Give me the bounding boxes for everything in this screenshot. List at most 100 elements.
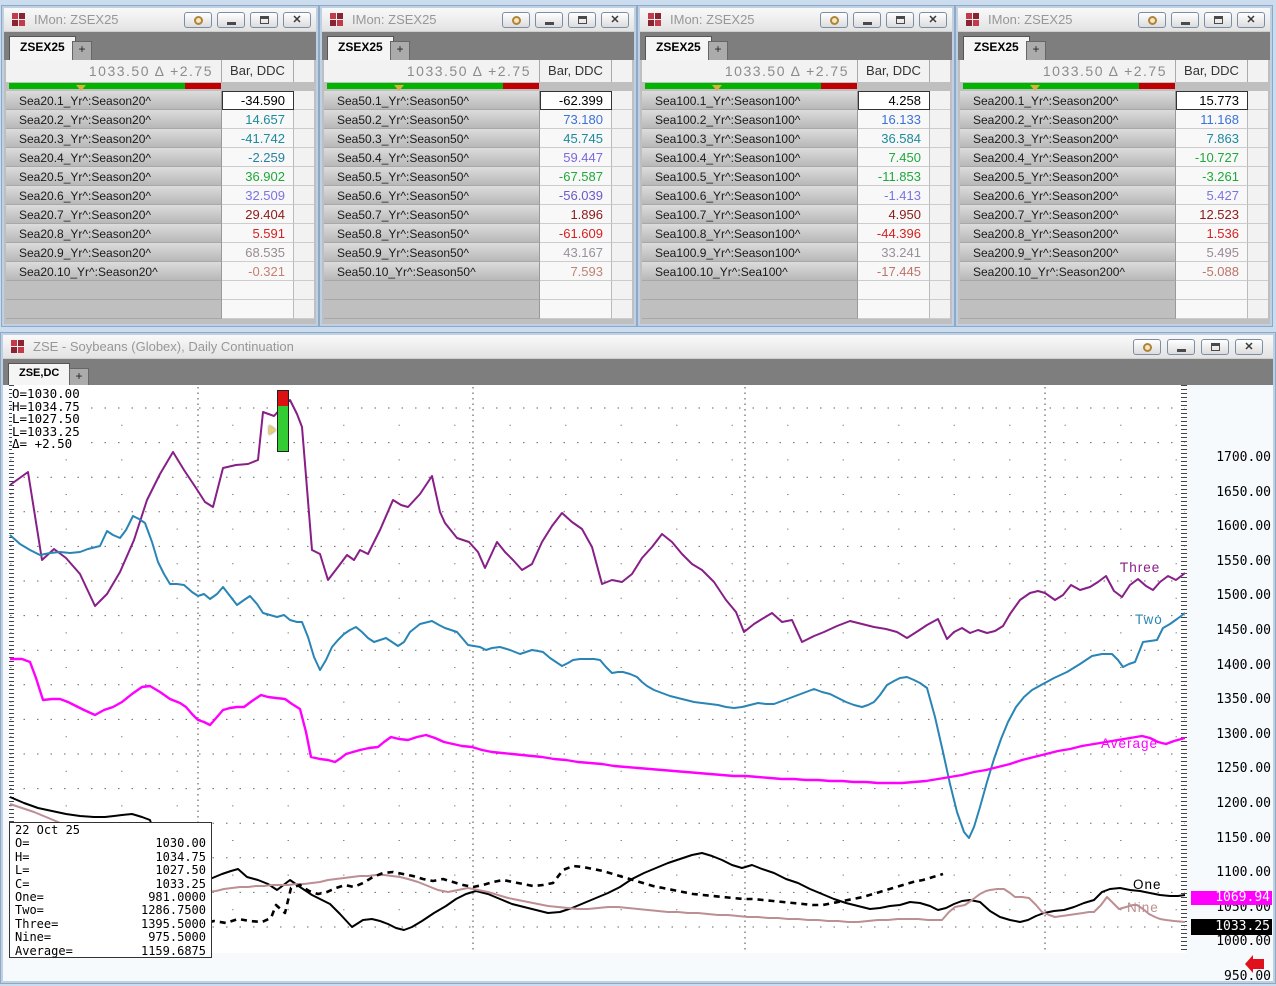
study-label-cell[interactable]: Sea200.6_Yr^:Season200^ [960,186,1176,205]
study-label-cell[interactable]: Sea200.4_Yr^:Season200^ [960,148,1176,167]
right-price-ruler[interactable] [1181,385,1187,953]
study-label-cell[interactable]: Sea20.4_Yr^:Season20^ [6,148,222,167]
tab-zsex25[interactable]: ZSEX25 [963,36,1030,60]
close-button[interactable]: ✕ [601,12,629,28]
study-label-cell[interactable]: Sea20.6_Yr^:Season20^ [6,186,222,205]
minimize-button[interactable] [853,12,881,28]
minimize-button[interactable] [217,12,245,28]
imon-titlebar[interactable]: IMon: ZSEX25 ✕ [640,8,952,32]
close-button[interactable]: ✕ [283,12,311,28]
study-label-cell[interactable]: Sea100.8_Yr^:Season100^ [642,224,858,243]
study-label-cell[interactable]: Sea200.1_Yr^:Season200^ [960,91,1176,110]
value-cell[interactable]: -56.039 [540,186,612,205]
study-label-cell[interactable]: Sea200.9_Yr^:Season200^ [960,243,1176,262]
maximize-button[interactable] [250,12,278,28]
study-label-cell[interactable]: Sea100.3_Yr^:Season100^ [642,129,858,148]
column-header[interactable]: Bar, DDC [540,60,612,82]
study-label-cell[interactable]: Sea50.8_Yr^:Season50^ [324,224,540,243]
value-cell[interactable]: 11.168 [1176,110,1248,129]
imon-titlebar[interactable]: IMon: ZSEX25 ✕ [322,8,634,32]
study-label-cell[interactable]: Sea100.1_Yr^:Season100^ [642,91,858,110]
study-label-cell[interactable]: Sea20.5_Yr^:Season20^ [6,167,222,186]
pin-button[interactable] [1133,339,1161,355]
value-cell[interactable]: 4.258 [858,91,930,110]
value-cell[interactable]: 32.509 [222,186,294,205]
value-cell[interactable]: 7.450 [858,148,930,167]
value-cell[interactable]: -34.590 [222,91,294,110]
value-cell[interactable]: 1.536 [1176,224,1248,243]
study-label-cell[interactable]: Sea20.1_Yr^:Season20^ [6,91,222,110]
study-label-cell[interactable]: Sea50.2_Yr^:Season50^ [324,110,540,129]
pin-button[interactable] [184,12,212,28]
column-header[interactable]: Bar, DDC [1176,60,1248,82]
minimize-button[interactable] [535,12,563,28]
value-cell[interactable]: 7.863 [1176,129,1248,148]
imon-titlebar[interactable]: IMon: ZSEX25 ✕ [958,8,1270,32]
study-label-cell[interactable]: Sea20.10_Yr^:Season20^ [6,262,222,281]
value-cell[interactable]: -5.088 [1176,262,1248,281]
value-cell[interactable]: 4.950 [858,205,930,224]
study-label-cell[interactable]: Sea20.9_Yr^:Season20^ [6,243,222,262]
value-cell[interactable]: -67.587 [540,167,612,186]
maximize-button[interactable] [886,12,914,28]
value-cell[interactable]: -2.259 [222,148,294,167]
add-tab-button[interactable]: + [708,41,728,60]
study-label-cell[interactable]: Sea50.3_Yr^:Season50^ [324,129,540,148]
value-cell[interactable]: 36.902 [222,167,294,186]
study-label-cell[interactable]: Sea100.7_Yr^:Season100^ [642,205,858,224]
value-cell[interactable]: -3.261 [1176,167,1248,186]
value-cell[interactable]: -62.399 [540,91,612,110]
study-label-cell[interactable]: Sea100.4_Yr^:Season100^ [642,148,858,167]
value-cell[interactable]: 68.535 [222,243,294,262]
add-tab-button[interactable]: + [1026,41,1046,60]
value-cell[interactable]: 36.584 [858,129,930,148]
study-label-cell[interactable]: Sea100.10_Yr^:Sea100^ [642,262,858,281]
study-label-cell[interactable]: Sea50.4_Yr^:Season50^ [324,148,540,167]
tab-zsex25[interactable]: ZSEX25 [645,36,712,60]
tab-zsex25[interactable]: ZSEX25 [9,36,76,60]
add-tab-button[interactable]: + [390,41,410,60]
value-cell[interactable]: -11.853 [858,167,930,186]
value-cell[interactable]: -0.321 [222,262,294,281]
value-cell[interactable]: 7.593 [540,262,612,281]
value-cell[interactable]: 33.241 [858,243,930,262]
value-cell[interactable]: 45.745 [540,129,612,148]
minimize-button[interactable] [1171,12,1199,28]
study-label-cell[interactable]: Sea20.7_Yr^:Season20^ [6,205,222,224]
study-label-cell[interactable]: Sea200.7_Yr^:Season200^ [960,205,1176,224]
study-label-cell[interactable]: Sea200.3_Yr^:Season200^ [960,129,1176,148]
close-button[interactable]: ✕ [919,12,947,28]
value-cell[interactable]: 14.657 [222,110,294,129]
value-cell[interactable]: 16.133 [858,110,930,129]
study-label-cell[interactable]: Sea50.6_Yr^:Season50^ [324,186,540,205]
study-label-cell[interactable]: Sea20.3_Yr^:Season20^ [6,129,222,148]
column-header[interactable]: Bar, DDC [222,60,294,82]
value-cell[interactable]: 29.404 [222,205,294,224]
study-label-cell[interactable]: Sea100.9_Yr^:Season100^ [642,243,858,262]
study-label-cell[interactable]: Sea50.1_Yr^:Season50^ [324,91,540,110]
study-label-cell[interactable]: Sea20.2_Yr^:Season20^ [6,110,222,129]
add-tab-button[interactable]: + [72,41,92,60]
study-label-cell[interactable]: Sea100.2_Yr^:Season100^ [642,110,858,129]
study-label-cell[interactable]: Sea50.10_Yr^:Season50^ [324,262,540,281]
minimize-button[interactable] [1167,339,1195,355]
value-cell[interactable]: 73.180 [540,110,612,129]
study-label-cell[interactable]: Sea200.8_Yr^:Season200^ [960,224,1176,243]
tab-zsex25[interactable]: ZSEX25 [327,36,394,60]
close-button[interactable]: ✕ [1237,12,1265,28]
maximize-button[interactable] [568,12,596,28]
value-cell[interactable]: 5.591 [222,224,294,243]
study-label-cell[interactable]: Sea20.8_Yr^:Season20^ [6,224,222,243]
study-label-cell[interactable]: Sea200.5_Yr^:Season200^ [960,167,1176,186]
value-cell[interactable]: -10.727 [1176,148,1248,167]
value-cell[interactable]: -1.413 [858,186,930,205]
value-cell[interactable]: 59.447 [540,148,612,167]
study-label-cell[interactable]: Sea200.10_Yr^:Season200^ [960,262,1176,281]
imon-titlebar[interactable]: IMon: ZSEX25 ✕ [4,8,316,32]
column-header[interactable]: Bar, DDC [858,60,930,82]
value-cell[interactable]: -41.742 [222,129,294,148]
maximize-button[interactable] [1201,339,1229,355]
study-label-cell[interactable]: Sea50.5_Yr^:Season50^ [324,167,540,186]
value-cell[interactable]: -61.609 [540,224,612,243]
value-cell[interactable]: -17.445 [858,262,930,281]
